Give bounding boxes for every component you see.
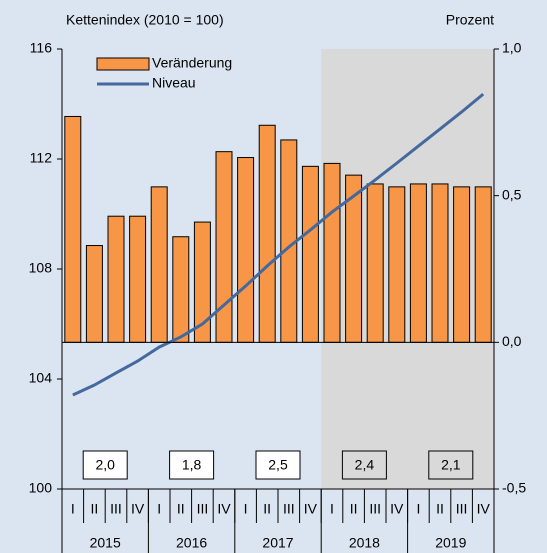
bar xyxy=(64,115,82,343)
bar xyxy=(237,157,255,343)
annual-label: 2,0 xyxy=(95,457,115,473)
bar xyxy=(258,124,276,343)
bar xyxy=(301,165,319,343)
bar xyxy=(129,215,147,343)
annual-label: 1,8 xyxy=(182,457,202,473)
bar xyxy=(215,151,233,343)
annual-label: 2,1 xyxy=(441,457,461,473)
x-tick-label: III xyxy=(369,501,381,517)
x-tick-label: IV xyxy=(304,501,318,517)
annual-box xyxy=(82,450,128,480)
x-tick-label: IV xyxy=(390,501,404,517)
annual-box xyxy=(341,450,387,480)
annual-box xyxy=(428,450,474,480)
x-tick-label: I xyxy=(330,501,334,517)
bar xyxy=(323,162,341,343)
year-label: 2015 xyxy=(90,535,121,551)
annual-label: 2,5 xyxy=(268,457,288,473)
x-tick-label: I xyxy=(244,501,248,517)
x-tick-label: II xyxy=(91,501,99,517)
annual-box xyxy=(169,450,215,480)
x-tick-label: I xyxy=(71,501,75,517)
y2-tick-label: 0,5 xyxy=(502,186,522,202)
bar xyxy=(474,186,492,343)
bar xyxy=(453,186,471,343)
annual-label: 2,4 xyxy=(355,457,375,473)
y-tick-label: 104 xyxy=(29,370,53,386)
x-tick-label: III xyxy=(283,501,295,517)
legend-label: Veränderung xyxy=(152,55,232,71)
y-tick-label: 100 xyxy=(29,480,53,496)
legend-label: Niveau xyxy=(152,75,196,91)
y2-tick-label: -0,5 xyxy=(502,480,526,496)
year-label: 2018 xyxy=(349,535,380,551)
bar xyxy=(150,186,168,343)
legend-swatch xyxy=(96,57,150,71)
x-tick-label: I xyxy=(416,501,420,517)
bar xyxy=(409,183,427,343)
bar xyxy=(107,215,125,343)
y-tick-label: 108 xyxy=(29,260,53,276)
x-tick-label: II xyxy=(436,501,444,517)
x-tick-label: III xyxy=(197,501,209,517)
annual-box xyxy=(255,450,301,480)
x-tick-label: III xyxy=(110,501,122,517)
x-tick-label: IV xyxy=(477,501,491,517)
bar xyxy=(85,245,103,343)
y2-axis-label: Prozent xyxy=(446,12,494,28)
line xyxy=(72,92,485,397)
year-label: 2019 xyxy=(435,535,466,551)
x-tick-label: III xyxy=(456,501,468,517)
y-tick-label: 112 xyxy=(30,150,53,166)
y-tick-label: 116 xyxy=(30,40,53,56)
x-tick-label: IV xyxy=(131,501,145,517)
bar xyxy=(366,183,384,343)
x-tick-label: II xyxy=(263,501,271,517)
x-tick-label: I xyxy=(157,501,161,517)
y-axis-label: Kettenindex (2010 = 100) xyxy=(66,12,224,28)
x-tick-label: II xyxy=(177,501,185,517)
y2-tick-label: 0,0 xyxy=(502,333,522,349)
bar xyxy=(431,183,449,343)
x-tick-label: II xyxy=(350,501,358,517)
y2-tick-label: 1,0 xyxy=(502,40,522,56)
year-label: 2016 xyxy=(176,535,207,551)
year-label: 2017 xyxy=(262,535,293,551)
bar xyxy=(172,236,190,343)
x-tick-label: IV xyxy=(217,501,231,517)
bar xyxy=(388,186,406,343)
